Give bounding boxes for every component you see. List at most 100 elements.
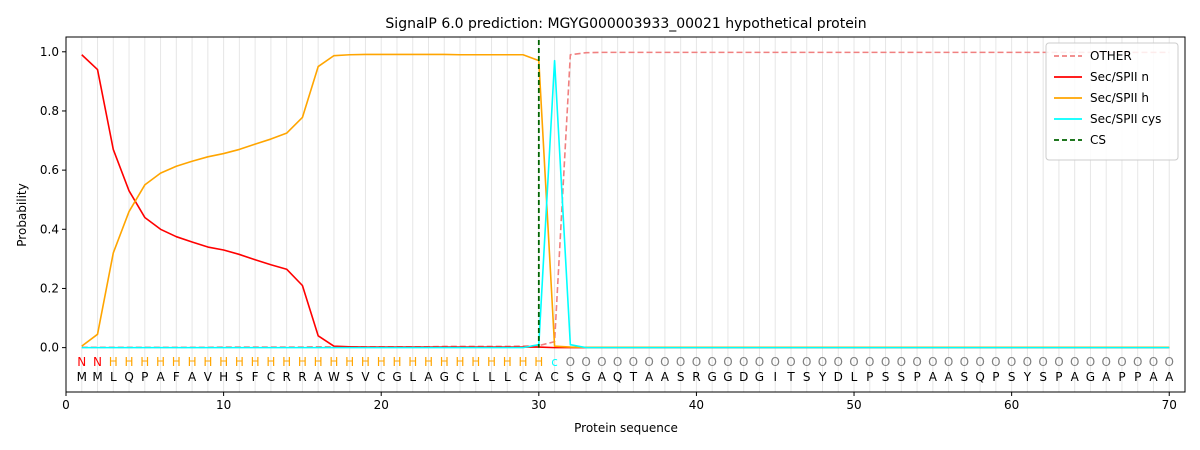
annotation-letter: H xyxy=(156,355,165,369)
sequence-letter: D xyxy=(739,370,748,384)
annotation-letter: O xyxy=(1054,355,1063,369)
annotation-letter: O xyxy=(660,355,669,369)
annotation-letter: O xyxy=(928,355,937,369)
annotation-letter: O xyxy=(1086,355,1095,369)
annotation-letter: O xyxy=(1149,355,1158,369)
sequence-letter: M xyxy=(77,370,87,384)
sequence-letter: S xyxy=(236,370,244,384)
annotation-letter: H xyxy=(534,355,543,369)
annotation-letter: H xyxy=(140,355,149,369)
legend-box xyxy=(1045,42,1179,161)
sequence-letter: A xyxy=(944,370,953,384)
legend: OTHER Sec/SPII n Sec/SPII h Sec/SPII cys CS xyxy=(1045,42,1179,161)
annotation-letter: O xyxy=(1070,355,1079,369)
sequence-letter: A xyxy=(661,370,670,384)
annotation-letter: H xyxy=(314,355,323,369)
y-tick-label: 0.8 xyxy=(40,104,59,118)
annotation-letter: O xyxy=(802,355,811,369)
annotation-letter: O xyxy=(1165,355,1174,369)
sequence-letter: Q xyxy=(124,370,133,384)
annotation-letter: O xyxy=(991,355,1000,369)
grid-layer xyxy=(81,37,1170,392)
plot-frame xyxy=(65,36,1186,393)
annotation-letter: O xyxy=(723,355,732,369)
series-line-sec-spii-cys xyxy=(81,59,1170,349)
sequence-letter: P xyxy=(913,370,920,384)
annotation-letter: H xyxy=(471,355,480,369)
sequence-letter: Q xyxy=(975,370,984,384)
annotation-letter: H xyxy=(377,355,386,369)
sequence-letter: G xyxy=(1086,370,1095,384)
sequence-letter: S xyxy=(677,370,685,384)
sequence-letter: I xyxy=(773,370,777,384)
sequence-letter: C xyxy=(456,370,464,384)
sequence-letter: P xyxy=(141,370,148,384)
sequence-letter: A xyxy=(1102,370,1111,384)
sequence-letter: P xyxy=(1055,370,1062,384)
sequence-letter: Y xyxy=(1023,370,1032,384)
sequence-letter: A xyxy=(598,370,607,384)
annotation-letter: O xyxy=(786,355,795,369)
annotation-letter: H xyxy=(203,355,212,369)
sequence-letter: S xyxy=(882,370,890,384)
sequence-letter: P xyxy=(1118,370,1125,384)
annotation-letter: H xyxy=(329,355,338,369)
annotation-letter: O xyxy=(1133,355,1142,369)
sequence-letter: S xyxy=(567,370,575,384)
legend-label: Sec/SPII h xyxy=(1090,91,1149,105)
x-tick-label: 0 xyxy=(62,398,70,412)
sequence-letter: L xyxy=(488,370,495,384)
annotation-letter: O xyxy=(1023,355,1032,369)
x-tick-label: 20 xyxy=(374,398,389,412)
sequence-letter: A xyxy=(929,370,938,384)
annotation-letter: O xyxy=(597,355,606,369)
annotation-letter: H xyxy=(125,355,134,369)
annotation-letter: O xyxy=(692,355,701,369)
annotation-letter: O xyxy=(912,355,921,369)
annotation-letter: O xyxy=(881,355,890,369)
annotation-letter: N xyxy=(93,355,102,369)
annotation-letter: H xyxy=(298,355,307,369)
sequence-letter: M xyxy=(92,370,102,384)
sequence-letter: V xyxy=(204,370,213,384)
sequence-letter: C xyxy=(267,370,275,384)
y-tick-label: 0.4 xyxy=(40,222,59,236)
sequence-letter: P xyxy=(1134,370,1141,384)
annotation-letter: O xyxy=(1007,355,1016,369)
sequence-letter: G xyxy=(755,370,764,384)
sequence-letter: A xyxy=(314,370,323,384)
legend-label: CS xyxy=(1090,133,1106,147)
annotation-letter: H xyxy=(251,355,260,369)
annotation-letter: H xyxy=(188,355,197,369)
annotation-letter: H xyxy=(392,355,401,369)
annotation-letter: H xyxy=(503,355,512,369)
annotation-letter: H xyxy=(266,355,275,369)
annotation-letter: H xyxy=(345,355,354,369)
annotation-letter: H xyxy=(424,355,433,369)
x-tick-label: 40 xyxy=(689,398,704,412)
sequence-letter: V xyxy=(361,370,370,384)
annotation-letter: c xyxy=(551,355,558,369)
sequence-letter: A xyxy=(424,370,433,384)
annotation-letter: O xyxy=(770,355,779,369)
sequence-letter: C xyxy=(377,370,385,384)
x-axis-label: Protein sequence xyxy=(574,421,678,435)
sequence-letter: C xyxy=(519,370,527,384)
axis-layer: 0 10 20 30 40 50 60 70 0.0 0.2 0.4 0.6 0.8 1.0 xyxy=(40,45,1177,412)
annotation-letter: H xyxy=(109,355,118,369)
sequence-letter: A xyxy=(645,370,654,384)
x-tick-label: 60 xyxy=(1004,398,1019,412)
annotation-letter: O xyxy=(566,355,575,369)
sequence-letter: G xyxy=(708,370,717,384)
x-tick-label: 10 xyxy=(216,398,231,412)
annotation-letter: H xyxy=(519,355,528,369)
annotation-letter: O xyxy=(1038,355,1047,369)
legend-label: OTHER xyxy=(1090,49,1132,63)
sequence-letter: P xyxy=(866,370,873,384)
sequence-letter: P xyxy=(992,370,999,384)
sequence-letter: G xyxy=(392,370,401,384)
y-tick-label: 0.0 xyxy=(40,341,59,355)
sequence-letter: F xyxy=(173,370,180,384)
x-tick-label: 70 xyxy=(1162,398,1177,412)
